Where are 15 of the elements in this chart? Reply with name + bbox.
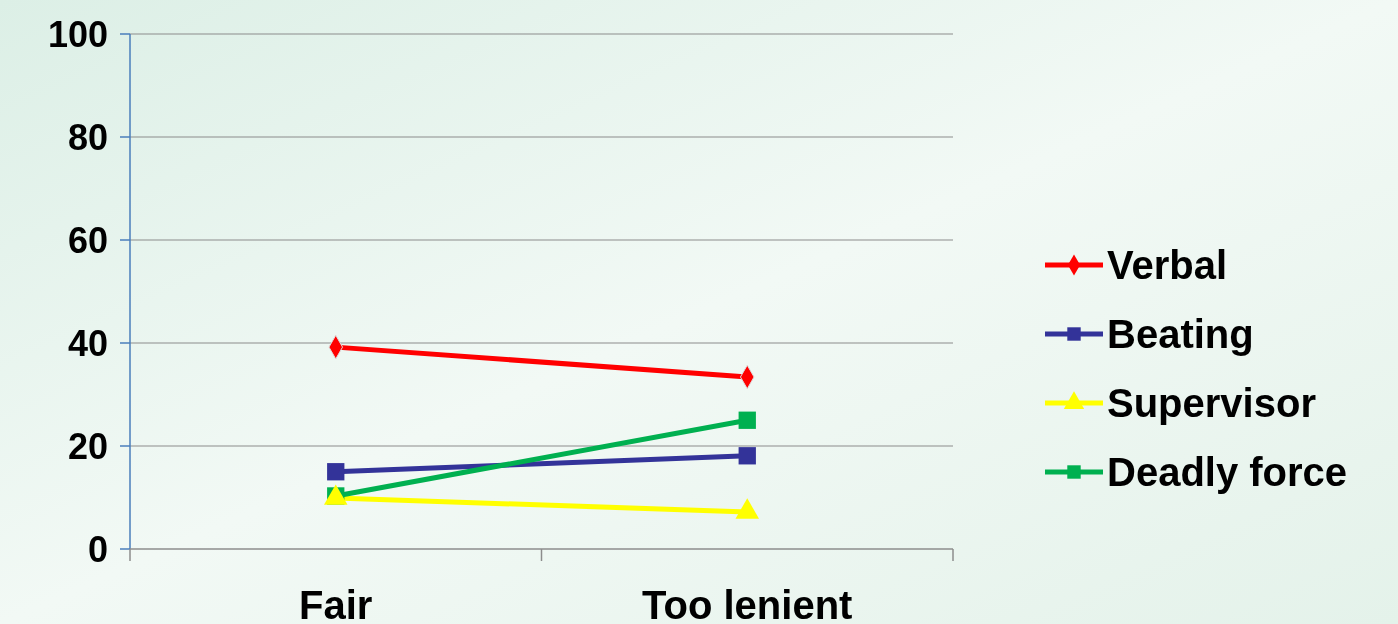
x-tick-label: Fair — [299, 583, 373, 624]
y-tick-label: 0 — [87, 528, 108, 570]
y-tick-label: 60 — [67, 219, 108, 261]
y-tick-label: 100 — [47, 13, 108, 55]
y-tick-label: 20 — [67, 425, 108, 467]
legend-label: Verbal — [1107, 243, 1228, 287]
legend-label: Beating — [1107, 312, 1254, 356]
point — [327, 463, 345, 481]
point — [738, 447, 756, 465]
legend-label: Deadly force — [1107, 450, 1348, 494]
y-tick-label: 80 — [67, 116, 108, 158]
x-tick-label: Too lenient — [642, 583, 853, 624]
point — [738, 411, 756, 429]
y-tick-label: 40 — [67, 322, 108, 364]
legend-label: Supervisor — [1107, 381, 1316, 425]
